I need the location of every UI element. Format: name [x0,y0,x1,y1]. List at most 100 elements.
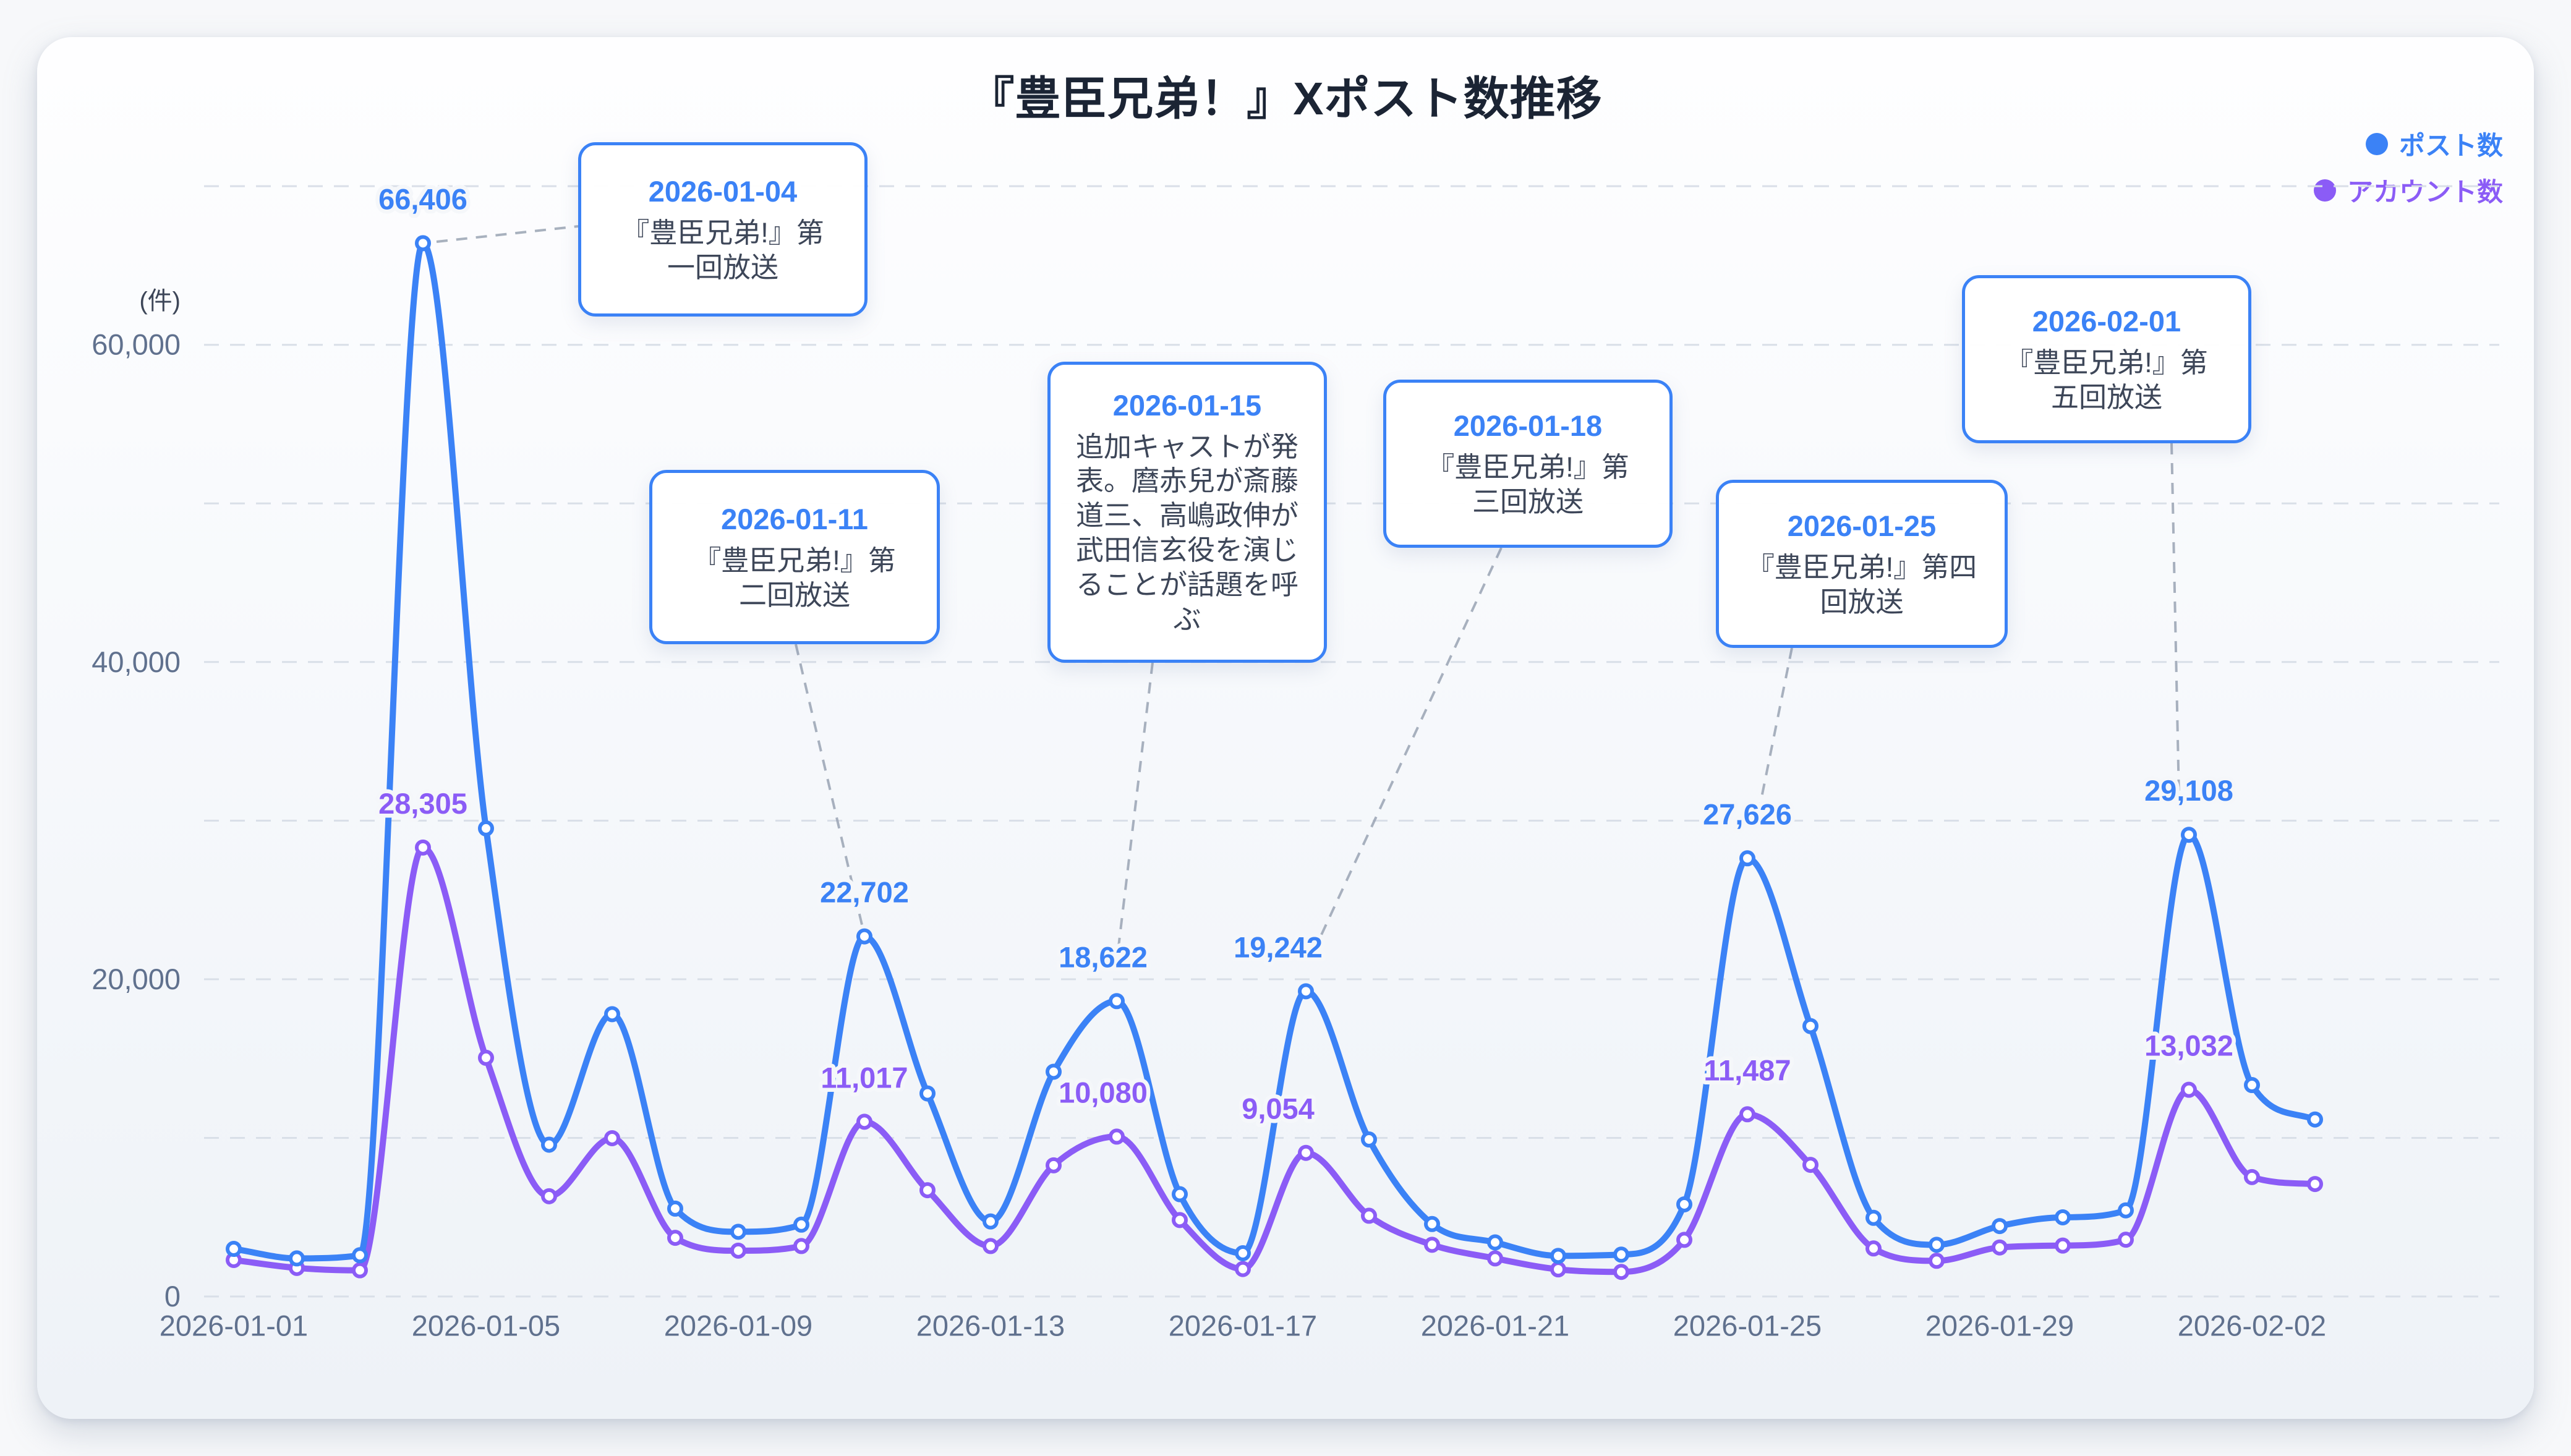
data-point-marker [1424,1215,1440,1232]
data-point-marker [289,1250,305,1267]
data-point-marker [856,928,872,945]
value-label-accounts: 11,017 [821,1061,908,1094]
value-label-posts: 18,622 [1059,940,1148,973]
annotation-date: 2026-01-25 [1787,509,1937,542]
data-point-marker [1802,1018,1818,1034]
annotation-date: 2026-01-15 [1112,388,1262,422]
data-point-marker [983,1213,999,1230]
value-label-posts: 66,406 [378,182,467,215]
data-point-marker [1172,1186,1188,1203]
data-point-marker [1298,983,1314,1000]
annotation-box-2026-01-18: 2026-01-18 『豊臣兄弟!』第三回放送 [1383,380,1673,548]
data-point-marker [1865,1240,1882,1257]
gridlines [204,185,2499,1298]
legend-dot-icon [2365,132,2388,155]
legend-item-accounts[interactable]: アカウント数 [2313,171,2503,209]
data-point-marker [1550,1261,1566,1278]
annotation-date: 2026-01-18 [1453,409,1603,442]
data-point-marker [1361,1131,1377,1148]
x-tick-label: 2026-01-17 [1169,1309,1317,1342]
data-point-marker [1109,1128,1125,1145]
data-point-marker [1802,1157,1818,1173]
data-point-marker [2055,1237,2071,1254]
value-label-posts: 29,108 [2144,774,2233,807]
data-point-marker [793,1238,809,1254]
y-tick-label: 20,000 [92,963,181,995]
value-label-accounts: 28,305 [378,787,467,820]
data-point-marker [2118,1232,2134,1248]
data-point-marker [667,1200,683,1217]
annotation-box-2026-01-11: 2026-01-11 『豊臣兄弟!』第二回放送 [649,470,940,644]
accounts-line-series [226,839,2323,1280]
data-point-marker [1992,1239,2008,1256]
data-point-marker [352,1247,368,1264]
value-label-accounts: 10,080 [1059,1076,1148,1109]
data-point-marker [2181,1081,2197,1098]
value-label-accounts: 13,032 [2144,1029,2233,1062]
data-point-marker [352,1262,368,1279]
data-point-marker [541,1136,557,1153]
x-tick-label: 2026-01-21 [1421,1309,1569,1342]
annotation-box-2026-01-25: 2026-01-25 『豊臣兄弟!』第四回放送 [1716,480,2008,648]
value-label-posts: 19,242 [1234,930,1323,963]
posts-line-series [226,235,2323,1267]
data-point-marker [478,820,494,837]
annotation-text: 『豊臣兄弟!』第五回放送 [2005,346,2208,413]
data-point-marker [1613,1264,1629,1280]
y-tick-label: 60,000 [92,328,181,361]
value-labels: 66,406 28,305 22,702 11,017 18,622 10,080 19,2… [375,179,2238,1129]
data-point-marker [1235,1245,1251,1261]
x-tick-label: 2026-01-25 [1673,1309,1822,1342]
data-point-marker [1676,1196,1692,1212]
data-point-marker [1298,1144,1314,1161]
value-label-posts: 27,626 [1703,798,1792,830]
y-axis-unit-label: (件) [139,287,181,315]
data-point-marker [415,839,431,856]
annotation-text: 『豊臣兄弟!』第四回放送 [1746,551,1977,618]
data-point-marker [856,1113,872,1130]
data-point-marker [1046,1157,1062,1173]
data-point-marker [667,1230,683,1246]
x-tick-label: 2026-01-29 [1925,1309,2074,1342]
data-point-marker [226,1241,242,1258]
x-tick-label: 2026-01-05 [412,1309,560,1342]
x-axis-labels: 2026-01-01 2026-01-05 2026-01-09 2026-01-13… [160,1309,2326,1342]
data-point-marker [919,1085,936,1102]
data-point-marker [1046,1063,1062,1080]
data-point-marker [415,235,431,252]
data-point-marker [1235,1261,1251,1277]
data-point-marker [604,1130,620,1146]
data-point-marker [1109,993,1125,1010]
data-point-marker [541,1188,557,1204]
data-point-marker [1739,1106,1755,1123]
y-tick-label: 40,000 [92,645,181,678]
data-point-marker [1929,1253,1945,1269]
annotation-connectors [436,225,2180,963]
legend-dot-icon [2313,179,2336,202]
legend: ポスト数アカウント数 [2313,125,2503,209]
legend-item-posts[interactable]: ポスト数 [2365,125,2503,163]
legend-label: アカウント数 [2347,177,2503,206]
x-tick-label: 2026-01-01 [160,1309,308,1342]
data-point-marker [604,1006,620,1023]
annotation-text: 『豊臣兄弟!』第三回放送 [1426,451,1629,517]
data-point-marker [2244,1077,2260,1094]
data-point-marker [1424,1237,1440,1253]
legend-label: ポスト数 [2398,131,2503,160]
data-point-marker [1929,1237,1945,1253]
annotation-box-2026-01-04: 2026-01-04 『豊臣兄弟!』第一回放送 [578,142,868,317]
chart-title: 『豊臣兄弟！』Xポスト数推移 [968,73,1603,124]
value-label-accounts: 9,054 [1242,1092,1315,1125]
data-point-marker [1992,1218,2008,1235]
annotation-date: 2026-01-11 [721,502,868,535]
annotation-text: 『豊臣兄弟!』第二回放送 [693,544,896,611]
data-point-marker [1550,1248,1566,1264]
annotation-box-2026-01-15: 2026-01-15 追加キャストが発表。麿赤兒が斎藤道三、高嶋政伸が武田信玄役を… [1047,362,1327,663]
data-point-marker [730,1224,746,1240]
annotation-date: 2026-02-01 [2032,304,2181,338]
data-point-marker [1739,850,1755,867]
data-point-marker [1487,1250,1503,1267]
data-point-marker [1865,1209,1882,1226]
data-point-marker [2244,1169,2260,1185]
annotation-text: 『豊臣兄弟!』第一回放送 [621,216,824,283]
